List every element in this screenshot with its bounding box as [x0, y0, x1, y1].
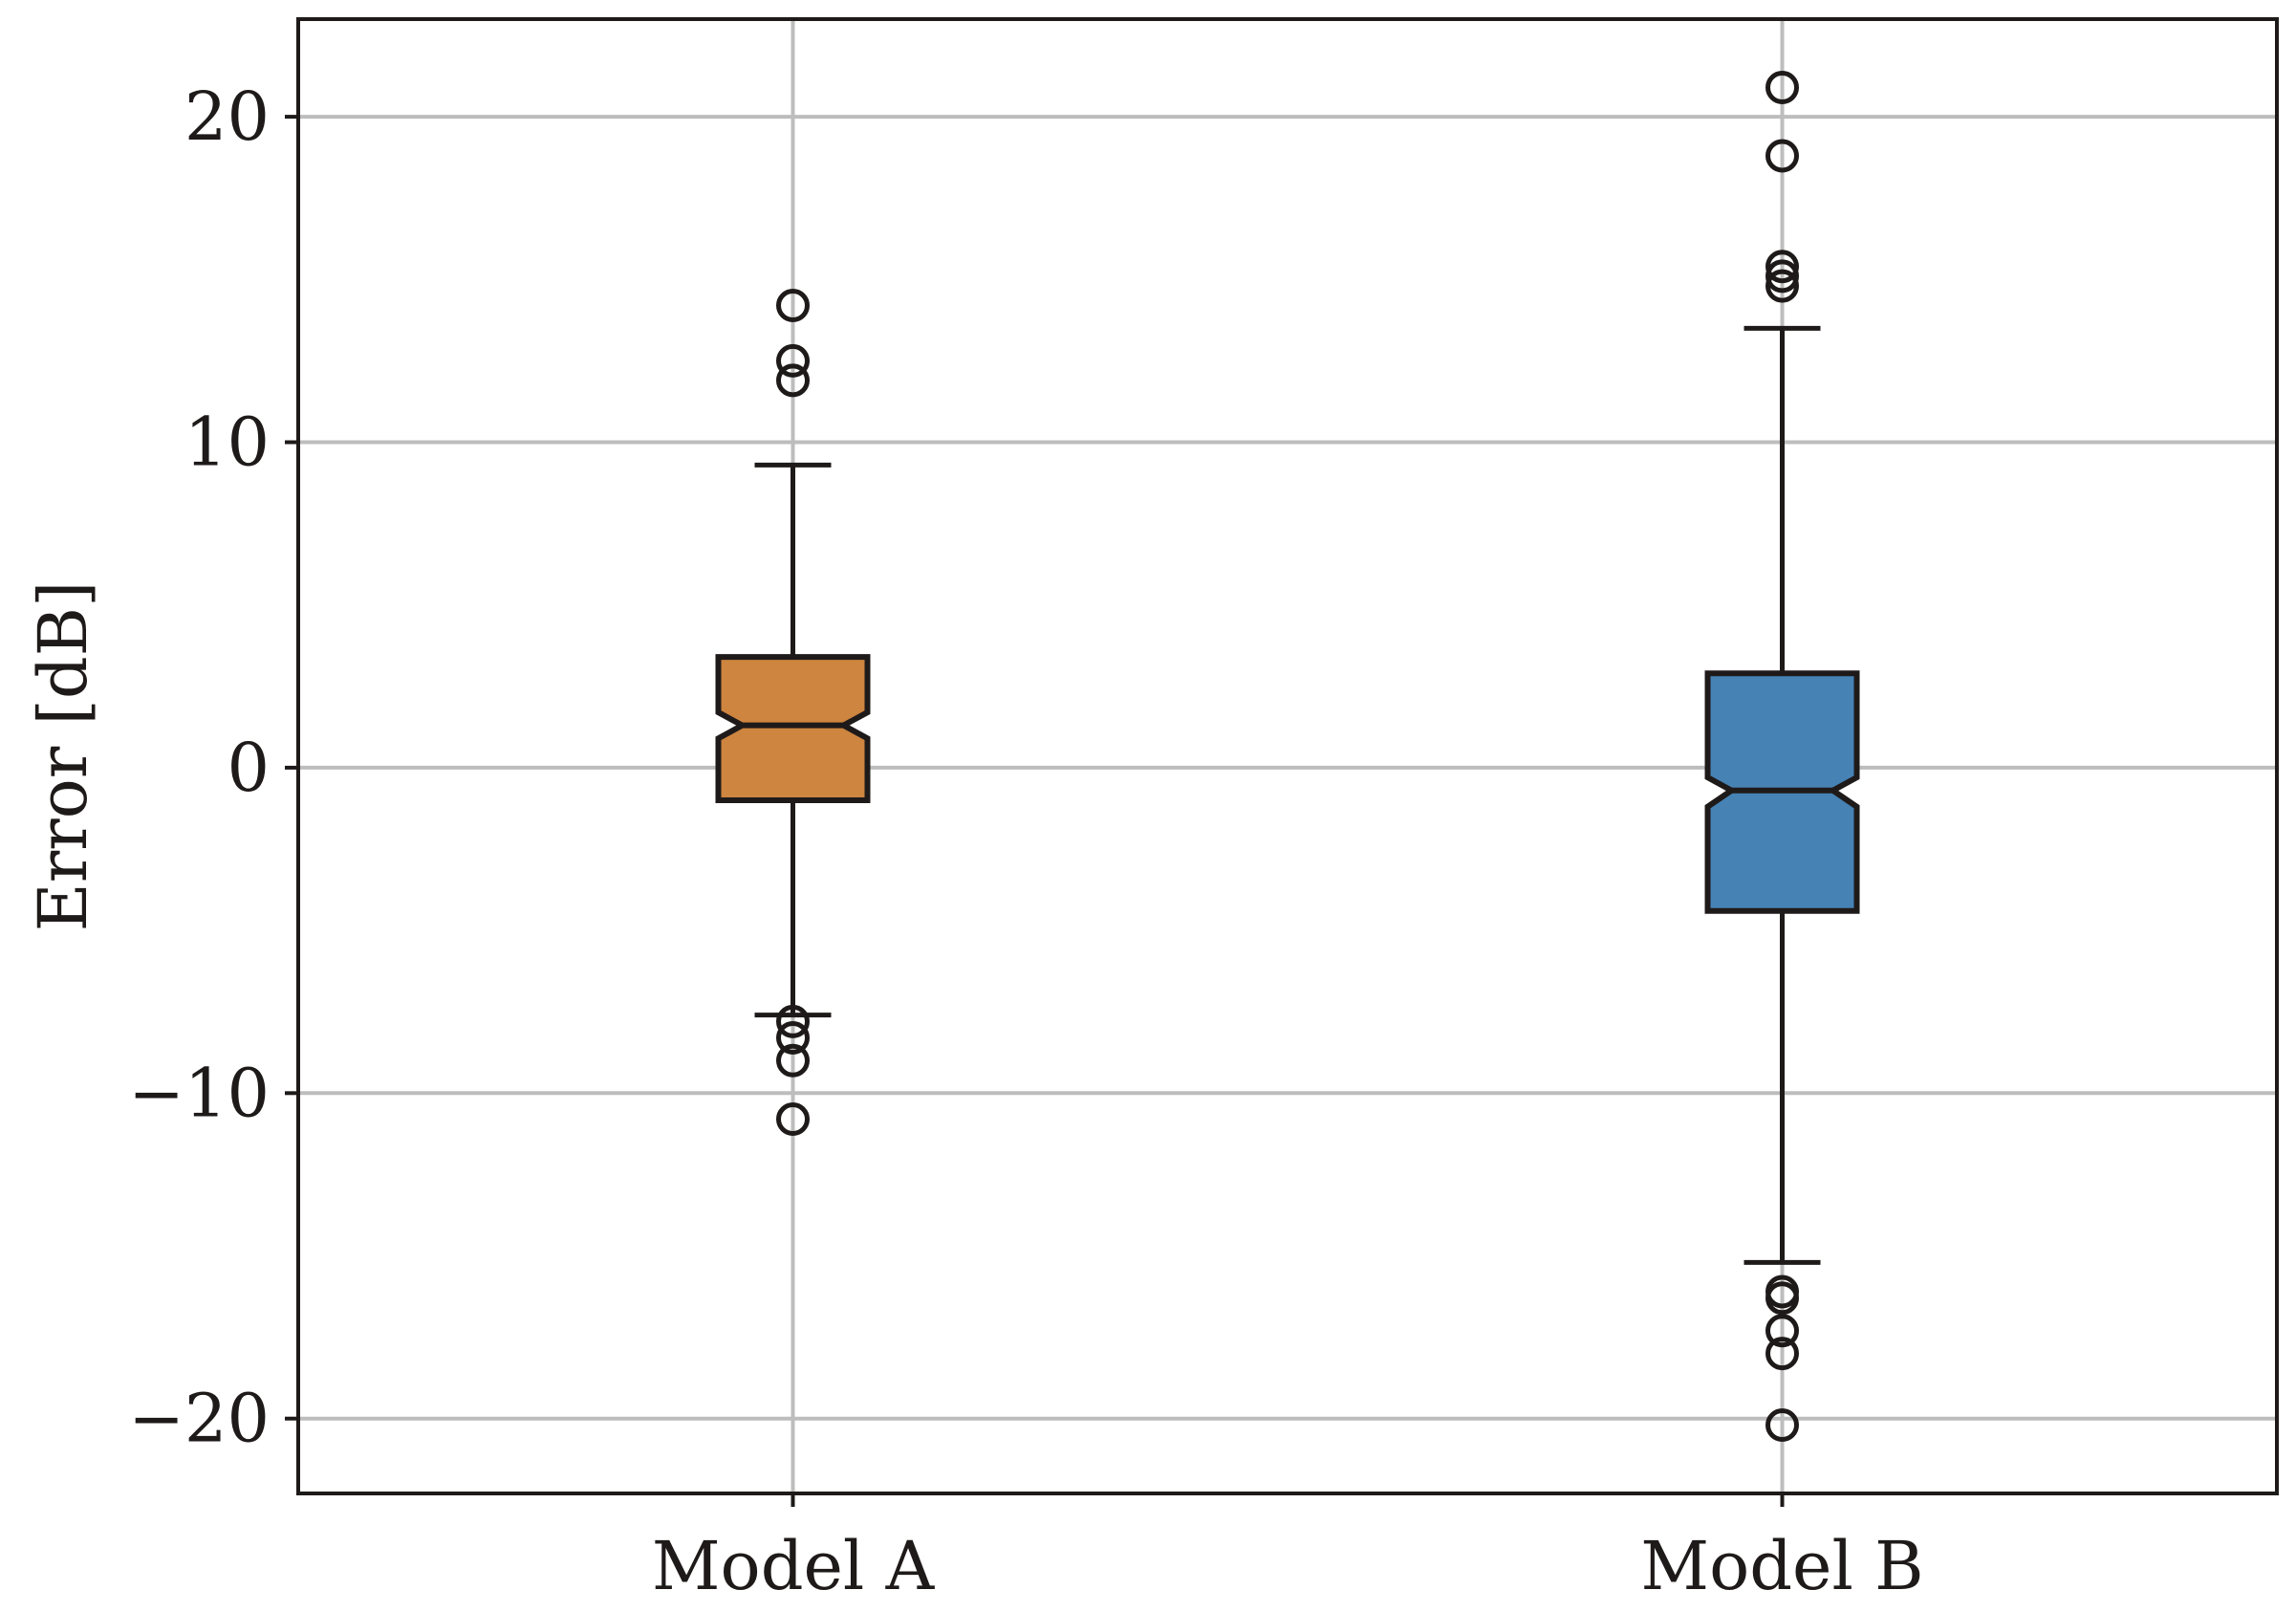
outlier-point — [776, 289, 810, 323]
y-tick-label: −10 — [128, 1054, 270, 1132]
outlier-point — [1765, 1408, 1799, 1443]
outlier-point — [1765, 259, 1799, 294]
outlier-point — [1765, 269, 1799, 303]
outlier-point — [1765, 139, 1799, 173]
outlier-point — [1765, 1314, 1799, 1348]
outlier-point — [776, 1020, 810, 1055]
outlier-point — [1765, 1337, 1799, 1371]
grid-lines — [298, 19, 2277, 1493]
y-tick-label: 20 — [184, 77, 270, 156]
outlier-point — [1765, 1281, 1799, 1316]
y-tick-label: 10 — [184, 403, 270, 482]
x-tick-label: Model B — [1640, 1527, 1923, 1605]
outlier-point — [776, 1043, 810, 1078]
outlier-point — [776, 1004, 810, 1038]
outlier-point — [776, 363, 810, 398]
outlier-point — [776, 1102, 810, 1137]
box-body — [715, 654, 871, 803]
axis-ticks: 20 10 0 −10 −20 Model A Model B — [128, 77, 1923, 1605]
outlier-point — [1765, 70, 1799, 104]
y-tick-label: −20 — [128, 1380, 270, 1458]
outlier-point — [1765, 250, 1799, 284]
outlier-point — [776, 343, 810, 378]
y-tick-label: 0 — [227, 729, 270, 807]
x-tick-label: Model A — [652, 1527, 936, 1605]
box-model-a — [715, 289, 871, 1137]
y-axis-label: Error [dB] — [24, 581, 102, 932]
box-model-b — [1704, 70, 1860, 1443]
box-plot-series — [715, 70, 1860, 1443]
plot-frame — [296, 17, 2279, 1495]
